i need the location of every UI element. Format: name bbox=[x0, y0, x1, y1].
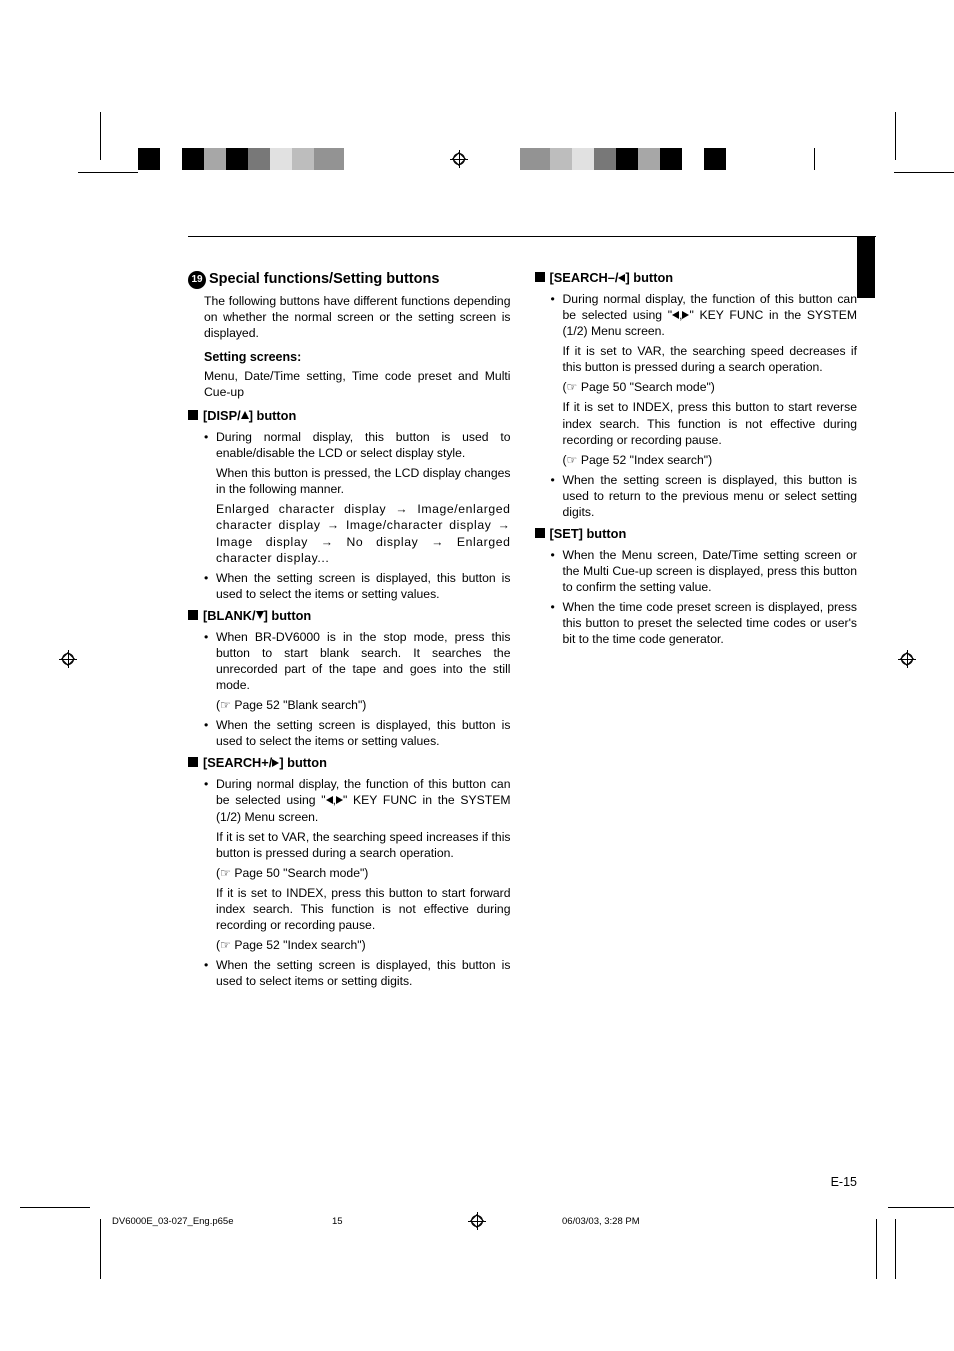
section-title: Special functions/Setting buttons bbox=[209, 270, 439, 289]
search-minus-bullets: During normal display, the function of t… bbox=[551, 291, 858, 520]
body-text: During normal display, this button is us… bbox=[216, 430, 511, 460]
square-bullet-icon bbox=[188, 757, 198, 767]
body-text: (☞ Page 52 "Blank search") bbox=[216, 697, 511, 713]
crop-mark bbox=[876, 1219, 877, 1279]
heading-text: [DISP/ bbox=[203, 408, 241, 423]
list-item: During normal display, the function of t… bbox=[551, 291, 858, 468]
search-plus-button-heading: [SEARCH+/ ] button bbox=[188, 755, 511, 772]
page-number: E-15 bbox=[831, 1175, 857, 1189]
circled-number-icon: 19 bbox=[188, 271, 206, 289]
left-arrow-icon bbox=[326, 796, 333, 804]
heading-text: [SEARCH–/ bbox=[550, 270, 619, 285]
body-text: (☞ Page 50 "Search mode") bbox=[563, 379, 858, 395]
arrow-icon: → bbox=[321, 535, 334, 549]
up-arrow-icon bbox=[241, 411, 249, 419]
list-item: When the setting screen is displayed, th… bbox=[204, 957, 511, 989]
list-item: When the setting screen is displayed, th… bbox=[204, 717, 511, 749]
search-plus-bullets: During normal display, the function of t… bbox=[204, 776, 511, 989]
arrow-icon: → bbox=[327, 518, 340, 532]
registration-mark-icon bbox=[468, 1212, 486, 1230]
setting-screens-body: Menu, Date/Time setting, Time code prese… bbox=[204, 368, 511, 400]
left-column: 19 Special functions/Setting buttons The… bbox=[188, 270, 511, 995]
body-text: Enlarged character display → Image/enlar… bbox=[216, 501, 511, 565]
body-text: When this button is pressed, the LCD dis… bbox=[216, 465, 511, 497]
crop-mark bbox=[814, 148, 815, 170]
disp-button-heading: [DISP/ ] button bbox=[188, 408, 511, 425]
crop-mark bbox=[20, 1207, 90, 1208]
arrow-icon: → bbox=[395, 502, 408, 516]
search-minus-button-heading: [SEARCH–/ ] button bbox=[535, 270, 858, 287]
heading-text: ] button bbox=[279, 755, 327, 770]
crop-mark bbox=[100, 112, 101, 160]
heading-text: [BLANK/ bbox=[203, 608, 256, 623]
body-text: If it is set to INDEX, press this button… bbox=[563, 399, 858, 447]
section-heading: 19 Special functions/Setting buttons bbox=[188, 270, 511, 289]
heading-text: [SET] button bbox=[550, 526, 627, 541]
side-tab bbox=[857, 236, 875, 298]
intro-text: The following buttons have different fun… bbox=[204, 293, 511, 341]
down-arrow-icon bbox=[256, 611, 264, 619]
list-item: When the Menu screen, Date/Time setting … bbox=[551, 547, 858, 595]
color-bar-left bbox=[138, 148, 344, 170]
crop-mark bbox=[894, 172, 954, 173]
footer-date: 06/03/03, 3:28 PM bbox=[562, 1216, 640, 1227]
square-bullet-icon bbox=[535, 528, 545, 538]
color-bar-right bbox=[520, 148, 726, 170]
body-text: Enlarged character display bbox=[216, 502, 386, 516]
body-text: If it is set to VAR, the searching speed… bbox=[216, 829, 511, 861]
heading-text: [SEARCH+/ bbox=[203, 755, 272, 770]
list-item: During normal display, this button is us… bbox=[204, 429, 511, 566]
footer-file: DV6000E_03-027_Eng.p65e bbox=[112, 1216, 234, 1227]
body-text: No display bbox=[346, 535, 418, 549]
heading-text: ] button bbox=[625, 270, 673, 285]
heading-text: ] button bbox=[264, 608, 312, 623]
square-bullet-icon bbox=[188, 410, 198, 420]
body-text: If it is set to VAR, the searching speed… bbox=[563, 343, 858, 375]
crop-mark bbox=[895, 1219, 896, 1279]
arrow-icon: → bbox=[498, 518, 511, 532]
footer-page: 15 bbox=[332, 1216, 343, 1227]
crop-mark bbox=[78, 172, 138, 173]
blank-button-heading: [BLANK/ ] button bbox=[188, 608, 511, 625]
disp-bullets: During normal display, this button is us… bbox=[204, 429, 511, 602]
arrow-icon: → bbox=[431, 535, 444, 549]
setting-screens-head: Setting screens: bbox=[204, 349, 511, 366]
square-bullet-icon bbox=[535, 272, 545, 282]
crop-mark bbox=[888, 1207, 954, 1208]
list-item: During normal display, the function of t… bbox=[204, 776, 511, 953]
set-button-heading: [SET] button bbox=[535, 526, 858, 543]
body-text: (☞ Page 52 "Index search") bbox=[216, 937, 511, 953]
registration-mark-icon bbox=[898, 650, 916, 668]
blank-bullets: When BR-DV6000 is in the stop mode, pres… bbox=[204, 629, 511, 750]
registration-mark-icon bbox=[59, 650, 77, 668]
registration-mark-icon bbox=[450, 150, 468, 168]
horizontal-rule bbox=[188, 236, 876, 237]
list-item: When BR-DV6000 is in the stop mode, pres… bbox=[204, 629, 511, 713]
body-text: (☞ Page 52 "Index search") bbox=[563, 452, 858, 468]
crop-mark bbox=[895, 112, 896, 160]
square-bullet-icon bbox=[188, 610, 198, 620]
list-item: When the time code preset screen is disp… bbox=[551, 599, 858, 647]
list-item: When the setting screen is displayed, th… bbox=[204, 570, 511, 602]
right-arrow-icon bbox=[336, 796, 343, 804]
body-text: Image display bbox=[216, 535, 308, 549]
heading-text: ] button bbox=[249, 408, 297, 423]
body-text: If it is set to INDEX, press this button… bbox=[216, 885, 511, 933]
body-text: (☞ Page 50 "Search mode") bbox=[216, 865, 511, 881]
crop-mark bbox=[100, 1219, 101, 1279]
right-column: [SEARCH–/ ] button During normal display,… bbox=[535, 270, 858, 995]
body-text: Image/character display bbox=[346, 518, 491, 532]
page-content: 19 Special functions/Setting buttons The… bbox=[188, 270, 857, 995]
body-text: When BR-DV6000 is in the stop mode, pres… bbox=[216, 630, 511, 692]
list-item: When the setting screen is displayed, th… bbox=[551, 472, 858, 520]
set-bullets: When the Menu screen, Date/Time setting … bbox=[551, 547, 858, 648]
